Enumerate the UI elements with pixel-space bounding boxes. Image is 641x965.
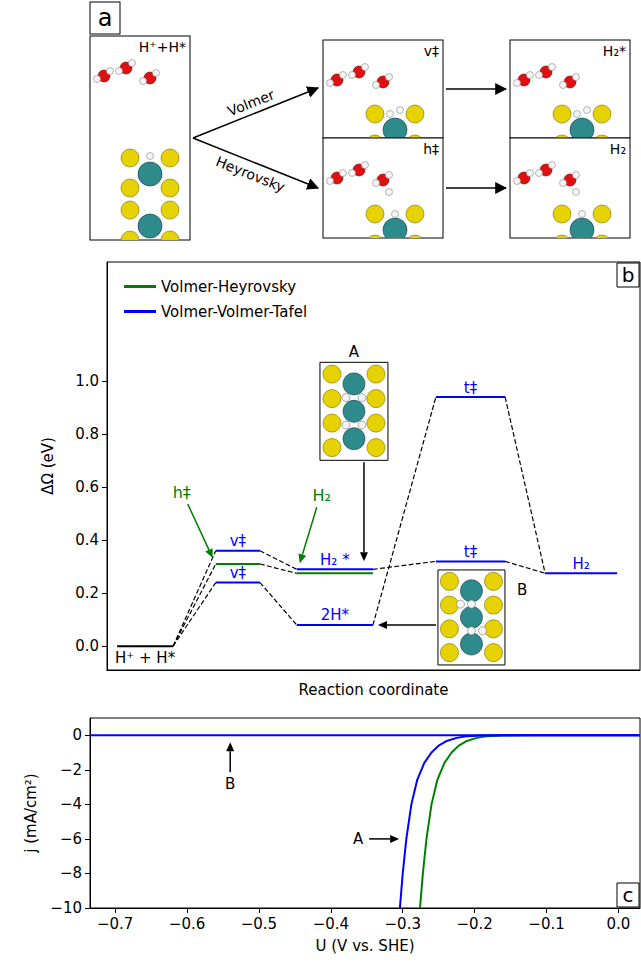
svg-text:v‡: v‡	[424, 43, 439, 59]
svg-text:t‡: t‡	[464, 379, 478, 397]
svg-text:A: A	[353, 830, 364, 848]
svg-text:t‡: t‡	[464, 543, 478, 561]
svg-text:H₂: H₂	[572, 555, 589, 573]
svg-text:Reaction coordinate: Reaction coordinate	[299, 681, 449, 699]
svg-text:0.2: 0.2	[75, 584, 99, 602]
svg-text:−0.4: −0.4	[313, 915, 349, 933]
svg-text:h‡: h‡	[423, 141, 439, 157]
svg-text:−0.7: −0.7	[97, 915, 133, 933]
svg-text:H⁺ + H*: H⁺ + H*	[115, 649, 176, 667]
svg-text:H₂ *: H₂ *	[320, 551, 350, 569]
svg-text:0.0: 0.0	[607, 915, 631, 933]
svg-text:−4: −4	[60, 795, 82, 813]
svg-text:H₂: H₂	[610, 141, 626, 157]
svg-text:−0.1: −0.1	[528, 915, 564, 933]
svg-text:Volmer-Volmer-Tafel: Volmer-Volmer-Tafel	[161, 303, 307, 321]
svg-text:−6: −6	[60, 830, 82, 848]
svg-text:H₂*: H₂*	[603, 43, 626, 59]
svg-text:H₂: H₂	[313, 486, 331, 505]
svg-text:H⁺+H*: H⁺+H*	[139, 39, 186, 55]
svg-text:0.8: 0.8	[75, 425, 99, 443]
svg-text:0.6: 0.6	[75, 478, 99, 496]
svg-text:−0.2: −0.2	[456, 915, 492, 933]
svg-text:h‡: h‡	[173, 483, 191, 502]
svg-text:0: 0	[72, 726, 82, 744]
svg-text:b: b	[622, 263, 635, 287]
svg-text:v‡: v‡	[230, 532, 247, 550]
svg-text:−0.3: −0.3	[385, 915, 421, 933]
svg-text:Heyrovsky: Heyrovsky	[214, 153, 288, 195]
svg-text:−0.6: −0.6	[169, 915, 205, 933]
svg-text:−2: −2	[60, 761, 82, 779]
svg-text:A: A	[349, 343, 360, 361]
svg-text:v‡: v‡	[230, 564, 247, 582]
svg-text:0.4: 0.4	[75, 531, 99, 549]
svg-text:2H*: 2H*	[321, 606, 350, 624]
svg-text:Volmer: Volmer	[225, 86, 277, 119]
svg-text:U (V vs. SHE): U (V vs. SHE)	[316, 937, 415, 955]
svg-text:−0.5: −0.5	[241, 915, 277, 933]
svg-text:ΔΩ (eV): ΔΩ (eV)	[39, 437, 57, 495]
svg-text:−8: −8	[60, 864, 82, 882]
svg-text:a: a	[98, 4, 113, 32]
svg-text:1.0: 1.0	[75, 372, 99, 390]
svg-text:−10: −10	[50, 899, 82, 917]
svg-text:Volmer-Heyrovsky: Volmer-Heyrovsky	[161, 278, 296, 296]
svg-text:B: B	[225, 775, 235, 793]
svg-text:j (mA/cm²): j (mA/cm²)	[22, 773, 40, 853]
svg-text:c: c	[623, 883, 634, 907]
svg-text:B: B	[517, 581, 527, 599]
svg-text:0.0: 0.0	[75, 637, 99, 655]
